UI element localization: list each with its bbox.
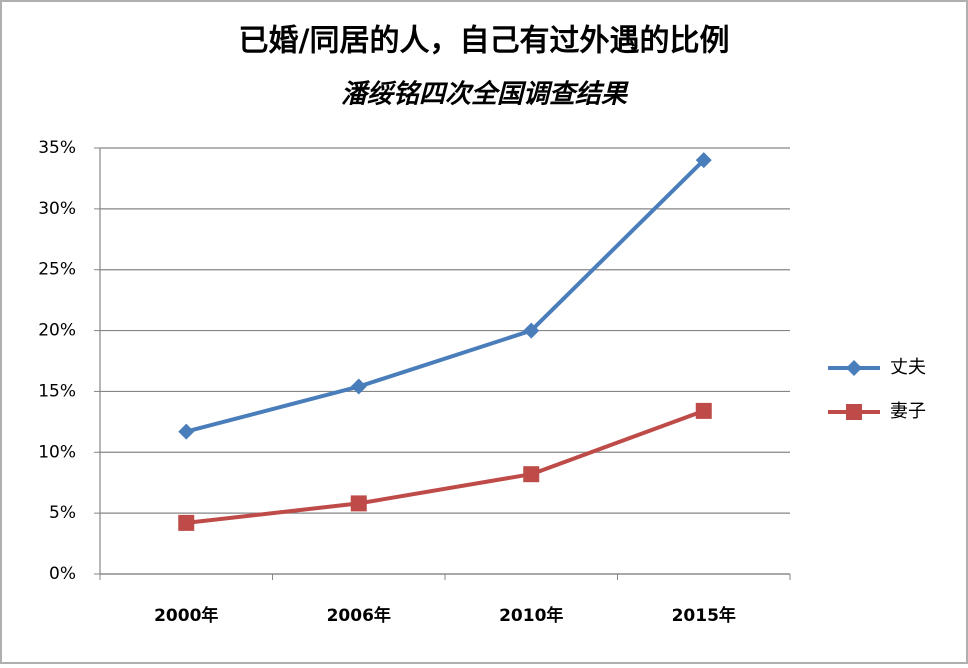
x-tick-label: 2010年 (499, 605, 563, 626)
legend-label: 丈夫 (890, 357, 926, 378)
data-point (695, 402, 712, 419)
data-point (178, 423, 195, 440)
y-tick-label: 10% (38, 442, 76, 462)
series-line (186, 409, 705, 525)
y-tick-label: 15% (38, 381, 76, 401)
y-tick-label: 0% (49, 564, 76, 584)
y-tick-label: 20% (38, 321, 76, 341)
y-tick-label: 30% (38, 199, 76, 219)
chart-subtitle: 潘绥铭四次全国调查结果 (341, 80, 629, 110)
data-point (350, 378, 367, 395)
x-tick-label: 2000年 (154, 605, 218, 626)
legend-marker (846, 360, 862, 376)
x-tick-label: 2006年 (327, 605, 391, 626)
y-tick-label: 5% (49, 503, 76, 523)
series-line (185, 158, 706, 434)
y-tick-label: 35% (38, 138, 76, 158)
legend-label: 妻子 (890, 401, 926, 422)
data-point (178, 514, 195, 531)
chart-title: 已婚/同居的人，自己有过外遇的比例 (239, 24, 730, 59)
data-point (695, 152, 712, 169)
y-tick-label: 25% (38, 260, 76, 280)
data-point (523, 322, 540, 339)
data-point (523, 466, 540, 483)
x-tick-label: 2015年 (672, 605, 736, 626)
legend-marker (846, 404, 862, 420)
data-point (350, 495, 367, 512)
